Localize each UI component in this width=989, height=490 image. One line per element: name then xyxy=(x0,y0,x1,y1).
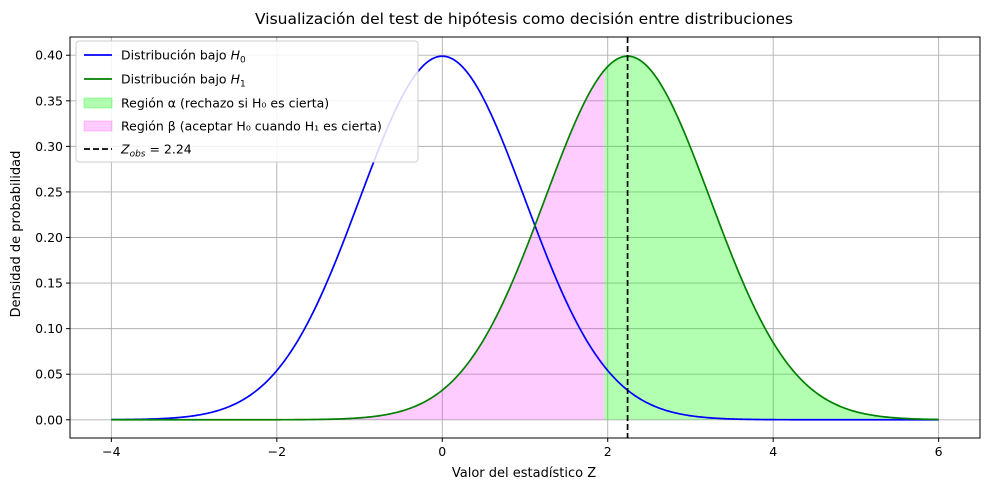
legend-entry: Región α (rechazo si H₀ es cierta) xyxy=(121,96,329,111)
chart-title: Visualización del test de hipótesis como… xyxy=(255,10,793,28)
y-tick-label: 0.35 xyxy=(35,93,63,108)
legend-entry: Distribución bajo H1 xyxy=(121,72,246,90)
x-tick-label: 6 xyxy=(935,444,943,459)
legend-entry-symbol: H xyxy=(231,72,241,87)
y-tick-label: 0.05 xyxy=(35,367,63,382)
y-ticks: 0.00 0.05 0.10 0.15 0.20 0.25 0.30 0.35 0.40 xyxy=(35,48,70,427)
x-axis-label: Valor del estadístico Z xyxy=(452,466,596,481)
legend-entry-subscript: 1 xyxy=(240,80,246,90)
y-tick-label: 0.25 xyxy=(35,184,63,199)
x-tick-label: −2 xyxy=(268,444,286,459)
legend-entry-text: Distribución bajo xyxy=(121,72,231,87)
y-tick-label: 0.00 xyxy=(35,412,63,427)
y-axis-label: Densidad de probabilidad xyxy=(9,151,24,318)
legend-entry-symbol: Z xyxy=(120,142,130,157)
legend-entry-text: Distribución bajo xyxy=(121,48,231,63)
x-tick-label: 2 xyxy=(604,444,612,459)
x-tick-label: −4 xyxy=(102,444,120,459)
grid xyxy=(70,37,980,438)
y-tick-label: 0.40 xyxy=(35,48,63,63)
y-tick-label: 0.15 xyxy=(35,276,63,291)
legend-patch-sample xyxy=(83,97,113,109)
x-tick-label: 4 xyxy=(769,444,777,459)
legend-entry-subscript: 0 xyxy=(240,56,246,66)
regions xyxy=(111,56,939,420)
legend-entry: Región β (aceptar H₀ cuando H₁ es cierta… xyxy=(121,119,382,134)
x-tick-label: 0 xyxy=(438,444,446,459)
shaded-region xyxy=(111,70,605,420)
legend-patch-sample xyxy=(83,120,113,132)
shaded-region xyxy=(604,56,939,420)
x-ticks: −4 −2 0 2 4 6 xyxy=(102,438,943,459)
legend-box xyxy=(75,40,419,163)
series-line xyxy=(111,55,939,421)
series xyxy=(111,55,939,421)
legend-entry: Zobs = 2.24 xyxy=(120,142,192,160)
y-tick-label: 0.20 xyxy=(35,230,63,245)
y-tick-label: 0.30 xyxy=(35,139,63,154)
y-tick-label: 0.10 xyxy=(35,321,63,336)
legend-entry: Distribución bajo H0 xyxy=(121,48,246,66)
legend-entry-subscript: obs xyxy=(130,150,146,160)
legend-entry-symbol: H xyxy=(231,48,241,63)
series-line xyxy=(111,55,939,421)
legend-entry-text: = 2.24 xyxy=(146,142,192,157)
